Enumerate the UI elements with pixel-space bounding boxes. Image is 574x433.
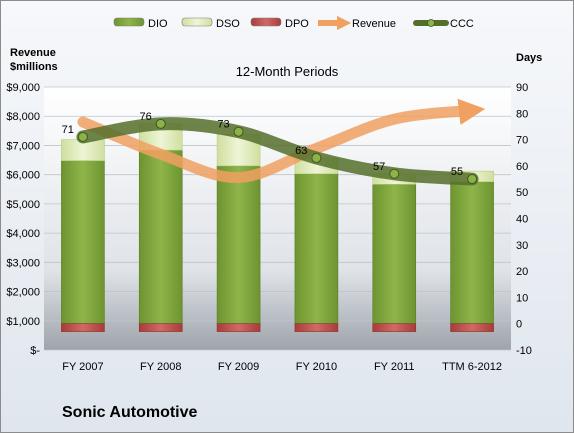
left-tick-label: $6,000: [6, 170, 40, 182]
left-axis-label: Revenue $millions: [10, 46, 58, 74]
left-tick-label: $4,000: [6, 228, 40, 240]
bar-dpo: [372, 323, 417, 332]
x-tick-label: FY 2010: [296, 361, 337, 373]
ccc-data-label: 71: [62, 124, 74, 136]
right-axis-label: Days: [516, 52, 543, 64]
company-name: Sonic Automotive: [62, 404, 198, 421]
bar-dpo: [61, 323, 105, 332]
ccc-point: [311, 153, 322, 164]
left-axis-label-line2: $millions: [10, 61, 58, 73]
bar-dpo: [450, 323, 494, 332]
bar-dpo: [138, 323, 183, 332]
ccc-point: [233, 126, 244, 137]
left-axis-label-line1: Revenue: [10, 47, 56, 59]
left-tick-label: $8,000: [6, 111, 40, 123]
bar-dio: [372, 184, 417, 324]
legend-marker: [427, 19, 435, 27]
right-tick-label: 40: [516, 214, 528, 226]
x-tick-label: FY 2009: [218, 361, 259, 373]
x-tick-label: FY 2007: [62, 361, 103, 373]
legend-swatch: [181, 17, 213, 27]
bar-dpo: [216, 323, 261, 332]
bar-dio: [138, 149, 183, 324]
right-tick-label: 70: [516, 135, 528, 147]
x-tick-label: FY 2008: [140, 361, 181, 373]
right-tick-label: 10: [516, 292, 528, 304]
x-tick-label: TTM 6-2012: [442, 361, 502, 373]
ccc-data-label: 76: [140, 111, 152, 123]
ccc-point: [77, 131, 88, 142]
left-tick-label: $5,000: [6, 199, 40, 211]
ccc-data-label: 57: [373, 161, 385, 173]
right-tick-label: 60: [516, 161, 528, 173]
bar-dio: [450, 181, 494, 324]
ccc-point: [155, 118, 166, 129]
right-tick-label: 0: [516, 319, 522, 331]
legend-label: DSO: [216, 18, 240, 30]
ccc-line: [76, 117, 479, 186]
bar-dio: [61, 160, 105, 324]
chart-subtitle: 12-Month Periods: [235, 64, 339, 79]
legend-swatch: [250, 17, 282, 27]
right-tick-label: -10: [516, 345, 532, 357]
ccc-data-label: 63: [295, 145, 307, 157]
right-tick-label: 50: [516, 187, 528, 199]
ccc-data-label: 73: [217, 119, 229, 131]
ccc-point: [389, 168, 400, 179]
legend-label: DIO: [148, 18, 168, 30]
bar-dpo: [294, 323, 339, 332]
left-tick-label: $3,000: [6, 257, 40, 269]
right-tick-label: 80: [516, 108, 528, 120]
ccc-point: [467, 174, 478, 185]
right-tick-label: 30: [516, 240, 528, 252]
right-tick-label: 20: [516, 266, 528, 278]
left-tick-label: $2,000: [6, 287, 40, 299]
legend-label: DPO: [285, 18, 309, 30]
revenue-line: [77, 98, 486, 184]
left-tick-label: $1,000: [6, 316, 40, 328]
legend-label: CCC: [450, 18, 474, 30]
x-tick-label: FY 2011: [374, 361, 415, 373]
right-tick-label: 90: [516, 82, 528, 94]
legend-swatch: [113, 17, 145, 27]
left-tick-label: $-: [30, 345, 40, 357]
bar-dio: [216, 165, 261, 324]
ccc-data-label: 55: [451, 166, 463, 178]
legend-label: Revenue: [352, 18, 396, 30]
left-tick-label: $9,000: [6, 82, 40, 94]
left-tick-label: $7,000: [6, 140, 40, 152]
bar-dio: [294, 173, 339, 324]
